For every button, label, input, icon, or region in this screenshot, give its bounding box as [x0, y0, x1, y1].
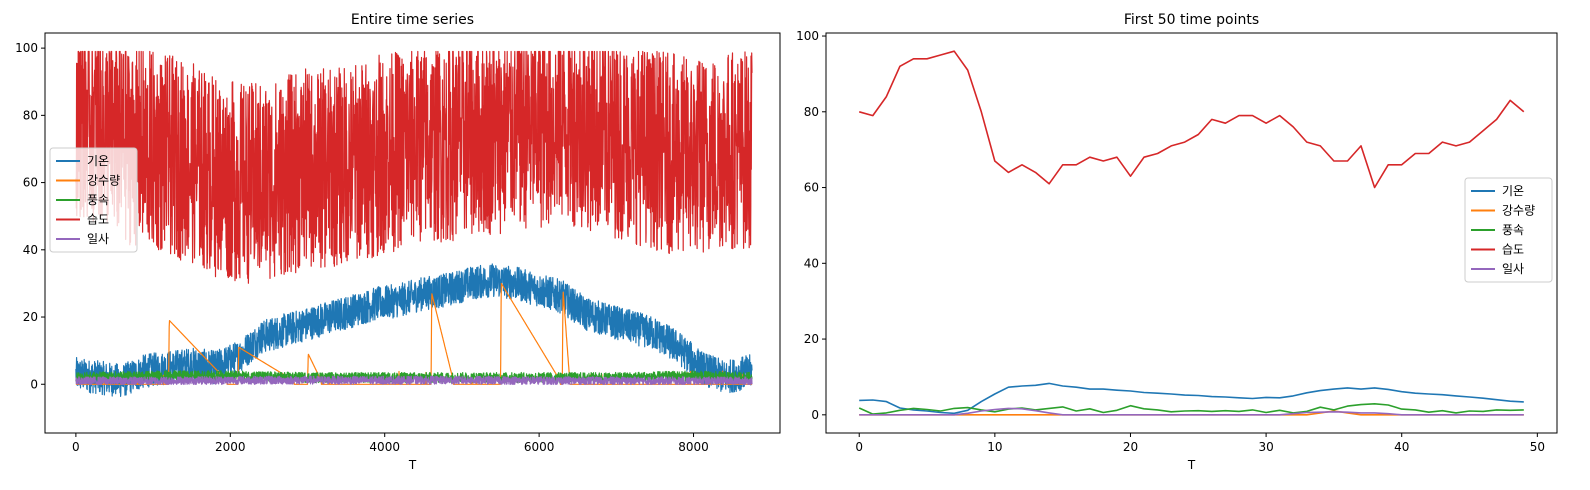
y-tick-label: 0: [811, 408, 819, 422]
series-line-1: [75, 263, 753, 397]
y-tick-label: 80: [804, 105, 819, 119]
x-tick-label: 6000: [524, 440, 555, 454]
series-line-3: [75, 370, 753, 384]
x-tick-label: 50: [1530, 440, 1545, 454]
y-tick-label: 100: [796, 29, 819, 43]
x-tick-label: 8000: [678, 440, 709, 454]
legend-label: 일사: [1502, 262, 1524, 276]
y-tick-label: 100: [15, 41, 38, 55]
legend-box: [1464, 177, 1553, 283]
x-tick-label: 10: [987, 440, 1002, 454]
series-line-5: [859, 407, 1524, 416]
y-tick-label: 0: [30, 377, 38, 391]
x-tick-label: 40: [1394, 440, 1409, 454]
y-tick-label: 80: [23, 108, 38, 122]
legend-box: [49, 147, 138, 253]
series-line-4: [858, 50, 1525, 189]
legend-label: 기온: [1502, 184, 1524, 198]
chart-panel-2: First 50 time points 0 10 20 30 40 50 0 20 40 60 80…: [796, 12, 1558, 472]
y-tick-label: 40: [23, 243, 38, 257]
chart-title: Entire time series: [351, 12, 474, 28]
legend-label: 풍속: [1502, 223, 1524, 237]
legend-label: 일사: [87, 232, 109, 246]
legend-label: 습도: [1502, 243, 1524, 257]
series-line-4: [75, 50, 753, 284]
legend-label: 강수량: [87, 174, 120, 188]
axes-frame: [44, 32, 781, 434]
x-axis-label: T: [408, 458, 417, 472]
plot-area: [75, 50, 753, 397]
legend-label: 풍속: [87, 193, 109, 207]
axes-frame: [825, 32, 1558, 434]
y-tick-label: 20: [23, 310, 38, 324]
y-tick-label: 60: [23, 176, 38, 190]
chart-title: First 50 time points: [1124, 12, 1259, 28]
plot-area: [858, 50, 1525, 416]
x-tick-label: 20: [1123, 440, 1138, 454]
x-tick-label: 2000: [215, 440, 246, 454]
y-tick-label: 20: [804, 332, 819, 346]
legend-label: 기온: [87, 154, 109, 168]
x-tick-label: 0: [855, 440, 863, 454]
legend-label: 습도: [87, 213, 109, 227]
chart-panel-1: Entire time series 0 2000 4000 6000 8000 0 20 40…: [15, 12, 781, 472]
legend-label: 강수량: [1502, 204, 1535, 218]
x-axis-label: T: [1187, 458, 1196, 472]
x-tick-label: 30: [1258, 440, 1273, 454]
series-line-5: [75, 375, 753, 385]
x-tick-label: 4000: [369, 440, 400, 454]
series-line-1: [859, 382, 1524, 415]
y-tick-label: 40: [804, 256, 819, 270]
series-line-3: [858, 403, 1524, 415]
x-tick-label: 0: [72, 440, 80, 454]
y-tick-label: 60: [804, 181, 819, 195]
